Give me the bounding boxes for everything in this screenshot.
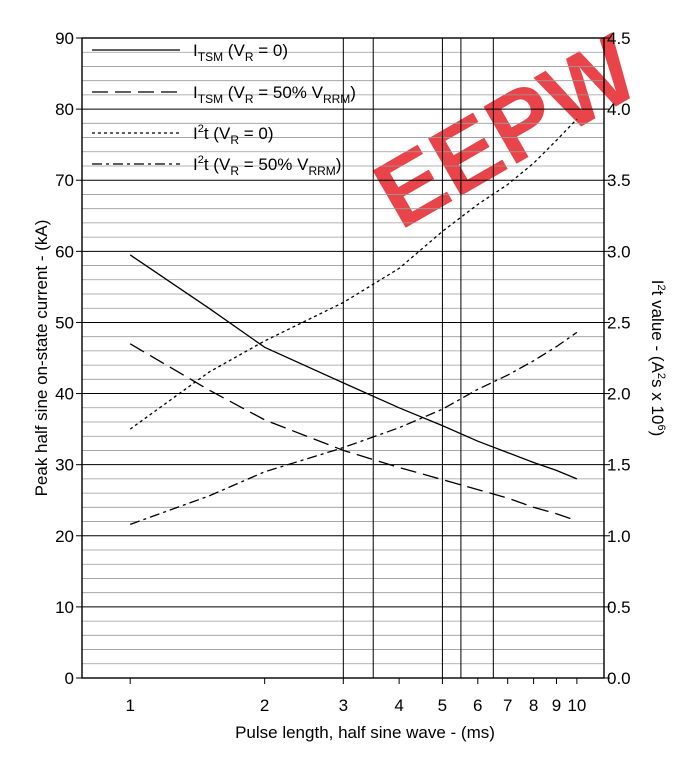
y-tick-label: 40 <box>55 385 74 404</box>
x-tick-label: 4 <box>394 696 403 715</box>
x-tick-label: 5 <box>438 696 447 715</box>
y2-tick-label: 0.5 <box>607 598 631 617</box>
x-tick-label: 2 <box>260 696 269 715</box>
y2-tick-label: 3.5 <box>607 171 631 190</box>
y-tick-label: 50 <box>55 313 74 332</box>
y2-tick-label: 1.0 <box>607 527 631 546</box>
y2-tick-label: 4.5 <box>607 29 631 48</box>
legend: ITSM (VR = 0) ITSM (VR = 50% VRRM) I2t (VR… <box>92 41 356 178</box>
series-line-1 <box>129 254 578 480</box>
watermark: EEPW <box>357 15 656 249</box>
y-tick-label: 0 <box>65 669 74 688</box>
y-tick-label: 70 <box>55 171 74 190</box>
series-line-2 <box>129 343 578 522</box>
x-tick-label: 7 <box>503 696 512 715</box>
y-tick-label: 60 <box>55 242 74 261</box>
x-tick-label: 6 <box>473 696 482 715</box>
y2-tick-label: 2.5 <box>607 313 631 332</box>
watermark-text: EEPW <box>357 15 656 249</box>
x-tick-label: 1 <box>125 696 134 715</box>
x-axis-label: Pulse length, half sine wave - (ms) <box>235 723 495 742</box>
series-line-4 <box>129 331 578 526</box>
y-tick-label: 20 <box>55 527 74 546</box>
axes: 1 2 3 4 5 6 7 8 9 10 0 10 20 30 40 50 60 70 80 90 0.0 0.5 1.0 1… <box>55 29 631 715</box>
x-tick-label: 10 <box>567 696 586 715</box>
y2-tick-label: 3.0 <box>607 242 631 261</box>
grid <box>82 38 604 678</box>
y-tick-label: 80 <box>55 100 74 119</box>
y-tick-label: 90 <box>55 29 74 48</box>
y2-tick-label: 0.0 <box>607 669 631 688</box>
y-tick-label: 30 <box>55 456 74 475</box>
y2-tick-label: 1.5 <box>607 456 631 475</box>
y2-tick-label: 4.0 <box>607 100 631 119</box>
series-line-3 <box>129 118 578 430</box>
y-axis-label: Peak half sine on-state current - (kA) <box>32 220 51 497</box>
y2-tick-label: 2.0 <box>607 385 631 404</box>
y-tick-label: 10 <box>55 598 74 617</box>
legend-label-2: ITSM (VR = 50% VRRM) <box>193 83 356 106</box>
x-tick-label: 8 <box>529 696 538 715</box>
legend-label-4: I2t (VR = 50% VRRM) <box>193 154 341 178</box>
legend-label-1: ITSM (VR = 0) <box>193 41 288 64</box>
y2-axis-label: I2t value - (A2s x 106) <box>648 280 667 437</box>
x-tick-label: 9 <box>552 696 561 715</box>
legend-label-3: I2t (VR = 0) <box>193 123 273 147</box>
x-tick-label: 3 <box>339 696 348 715</box>
series-lines <box>129 118 578 526</box>
